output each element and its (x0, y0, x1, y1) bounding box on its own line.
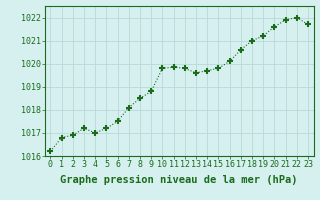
X-axis label: Graphe pression niveau de la mer (hPa): Graphe pression niveau de la mer (hPa) (60, 175, 298, 185)
